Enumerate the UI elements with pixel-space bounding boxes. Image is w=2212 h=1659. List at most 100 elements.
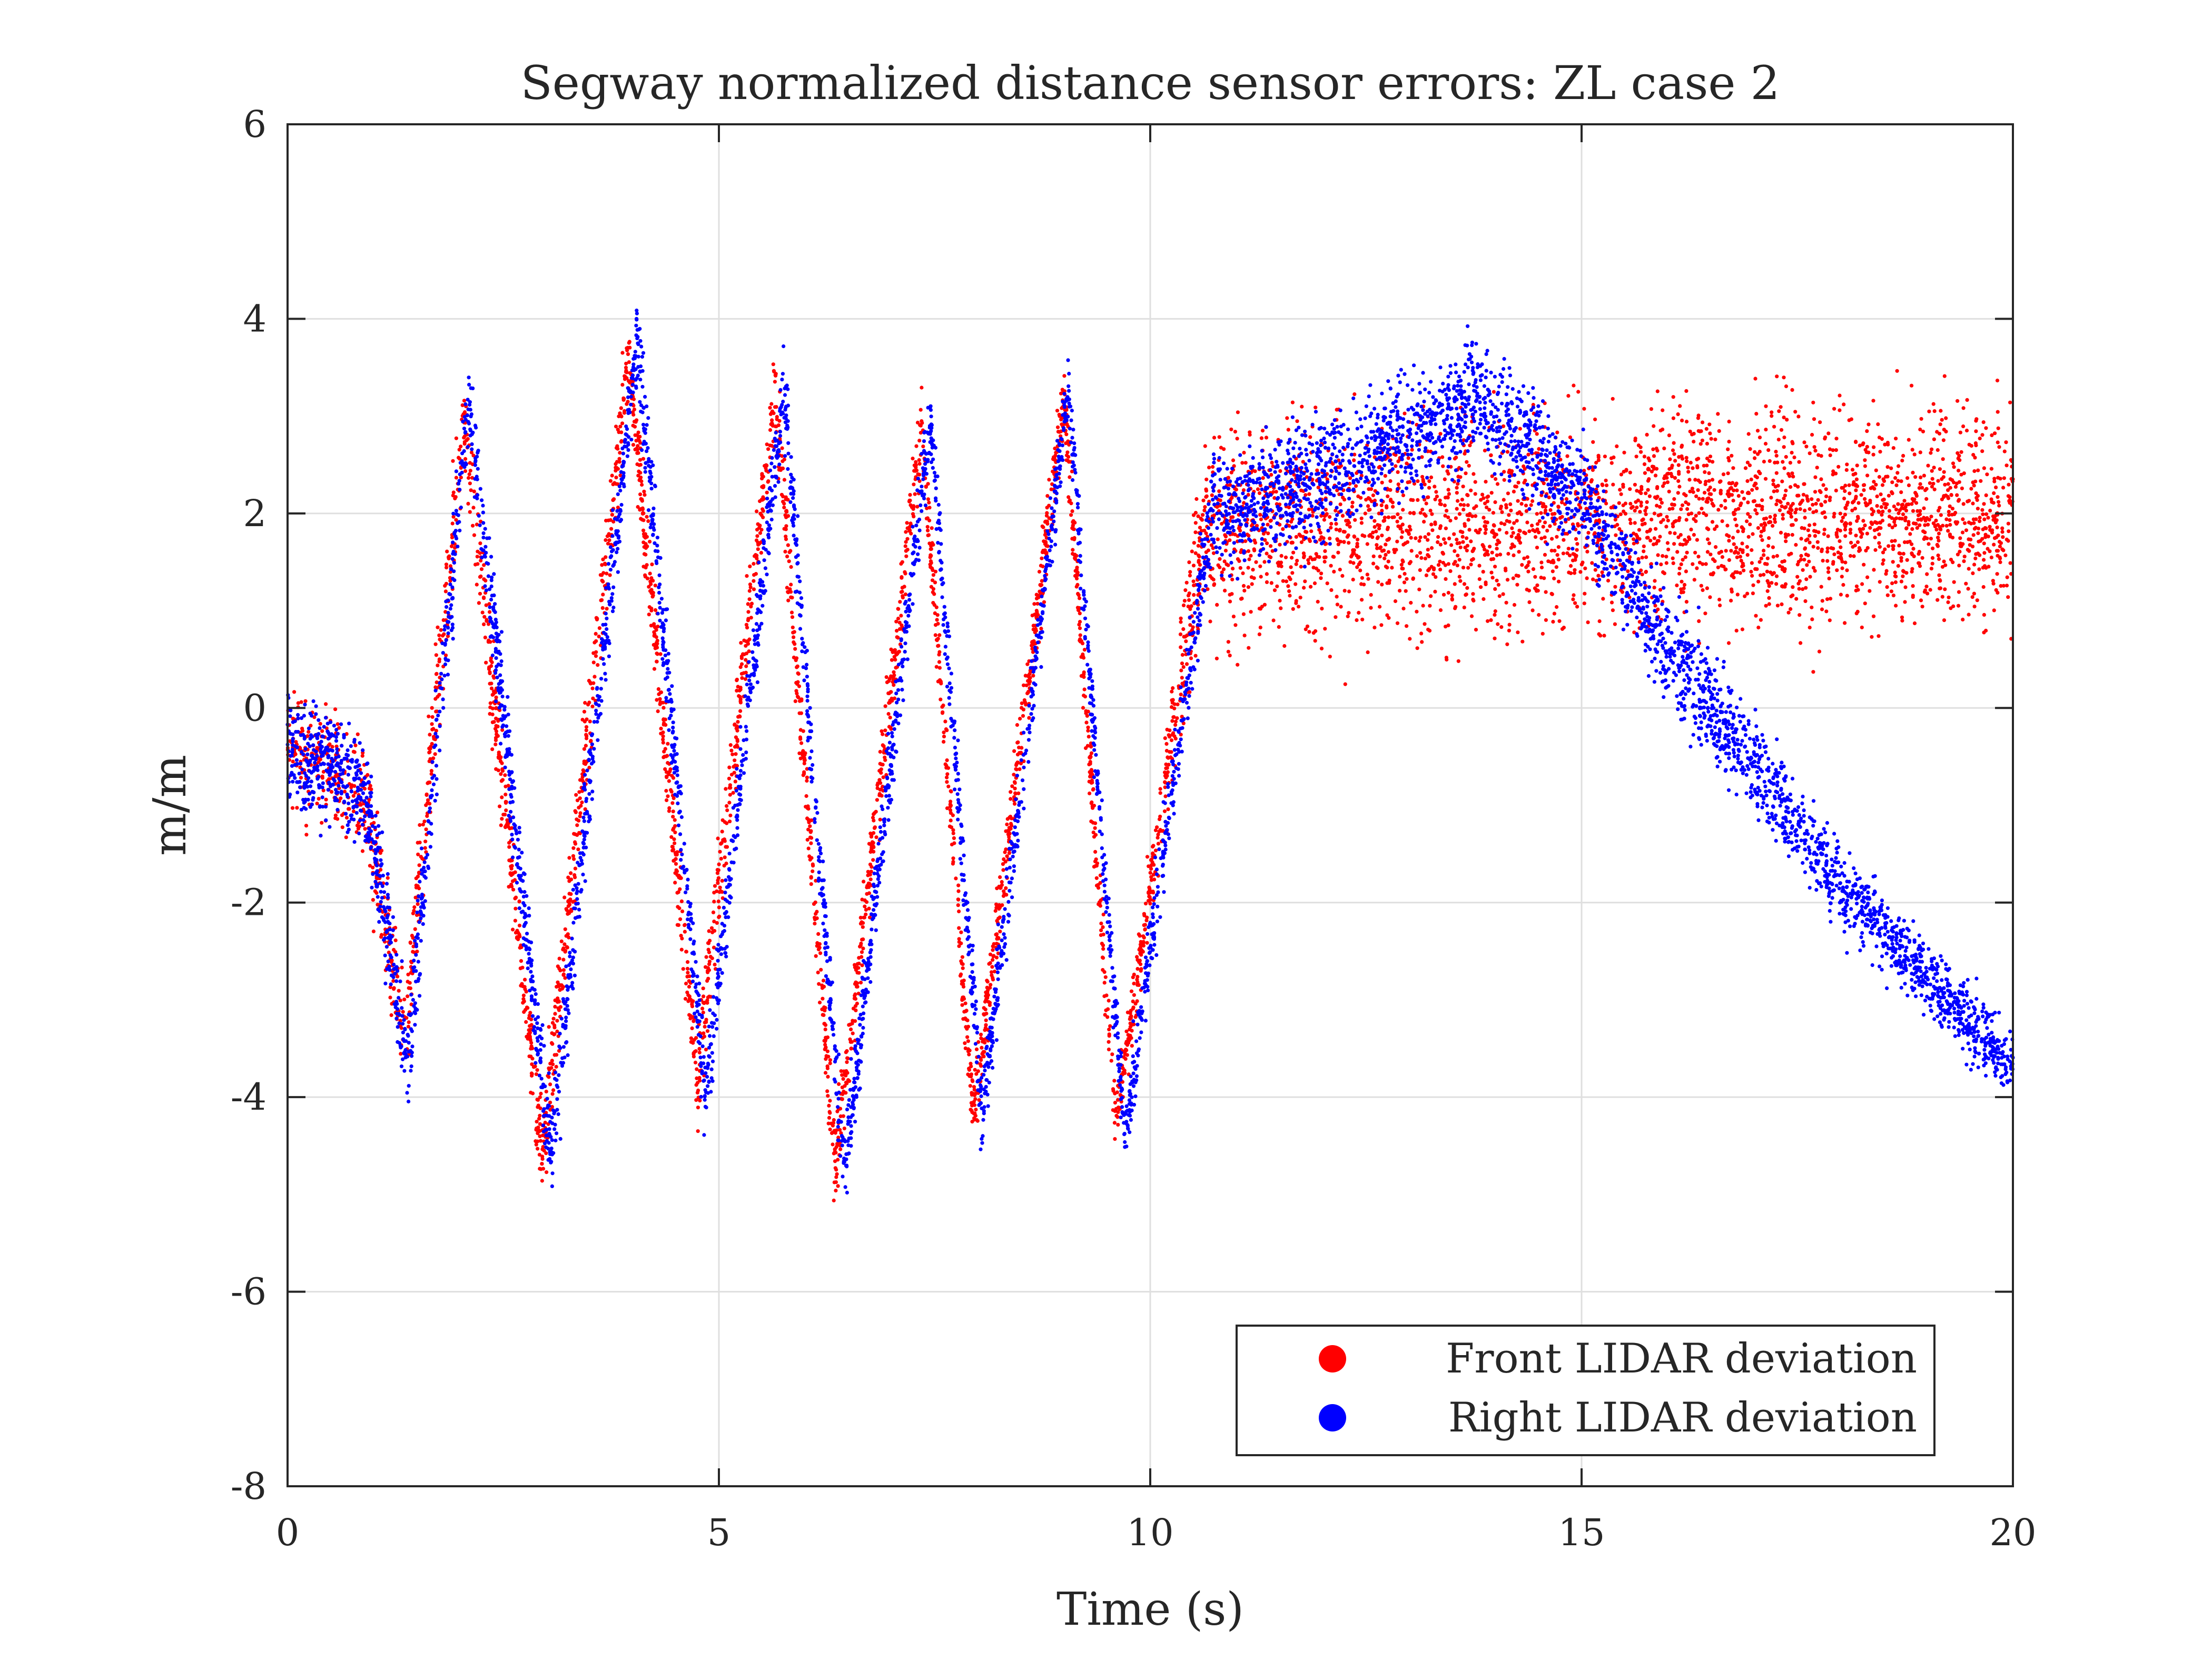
scatter-point: [781, 459, 785, 463]
scatter-point: [303, 699, 308, 703]
scatter-point: [1671, 448, 1675, 452]
scatter-point: [451, 490, 456, 495]
scatter-point: [1180, 653, 1184, 657]
scatter-point: [1614, 533, 1618, 537]
scatter-point: [1826, 534, 1830, 538]
scatter-point: [1913, 491, 1918, 495]
scatter-point: [747, 649, 751, 654]
scatter-point: [1940, 565, 1945, 569]
scatter-point: [1995, 572, 1999, 576]
scatter-point: [344, 816, 349, 820]
scatter-point: [1972, 469, 1977, 473]
scatter-point: [1311, 566, 1316, 570]
scatter-point: [2007, 499, 2011, 503]
scatter-point: [1652, 424, 1656, 428]
scatter-point: [1215, 603, 1219, 607]
scatter-point: [1877, 436, 1882, 440]
scatter-point: [1512, 603, 1517, 607]
scatter-point: [1098, 901, 1102, 905]
scatter-point: [1555, 430, 1559, 434]
scatter-point: [1924, 585, 1929, 589]
scatter-point: [1482, 516, 1486, 520]
scatter-point: [353, 743, 358, 747]
scatter-point: [1483, 547, 1487, 551]
scatter-point: [1789, 515, 1793, 519]
scatter-point: [1346, 614, 1350, 618]
scatter-point: [1805, 497, 1810, 501]
scatter-point: [1894, 507, 1899, 512]
scatter-point: [1731, 466, 1735, 470]
scatter-point: [671, 809, 675, 814]
scatter-point: [1612, 455, 1616, 460]
scatter-point: [1453, 549, 1457, 553]
scatter-point: [1927, 542, 1931, 546]
scatter-point: [655, 698, 659, 702]
scatter-point: [1894, 604, 1898, 608]
scatter-point: [635, 451, 639, 455]
scatter-point: [1423, 535, 1427, 539]
scatter-point: [1586, 531, 1591, 535]
scatter-point: [779, 492, 784, 497]
scatter-point: [1575, 548, 1579, 552]
scatter-point: [666, 794, 670, 798]
scatter-point: [1484, 580, 1488, 585]
scatter-point: [653, 608, 658, 612]
scatter-point: [299, 776, 303, 780]
scatter-point: [443, 584, 447, 588]
scatter-point: [1732, 542, 1736, 546]
scatter-point: [1483, 448, 1487, 453]
scatter-point: [1817, 649, 1822, 654]
scatter-point: [1444, 577, 1448, 581]
scatter-point: [1922, 473, 1926, 478]
scatter-point: [1746, 500, 1750, 505]
scatter-point: [2000, 526, 2004, 530]
scatter-point: [1935, 544, 1940, 548]
scatter-point: [1773, 520, 1777, 524]
scatter-point: [640, 499, 644, 503]
scatter-point: [1694, 514, 1698, 518]
scatter-point: [1944, 416, 1948, 420]
scatter-point: [1621, 503, 1625, 508]
scatter-point: [618, 424, 623, 429]
scatter-point: [1840, 559, 1844, 564]
scatter-point: [591, 651, 596, 655]
scatter-point: [1861, 527, 1865, 531]
scatter-point: [1582, 407, 1586, 411]
scatter-point: [1786, 532, 1791, 537]
scatter-point: [1961, 502, 1966, 506]
scatter-point: [1924, 497, 1929, 501]
scatter-point: [1981, 420, 1986, 424]
scatter-point: [1652, 511, 1656, 516]
scatter-point: [619, 414, 624, 419]
scatter-point: [1251, 568, 1255, 572]
scatter-point: [836, 1184, 840, 1188]
scatter-point: [864, 912, 868, 916]
scatter-point: [1736, 529, 1740, 534]
scatter-point: [1910, 542, 1914, 546]
scatter-point: [1788, 461, 1792, 465]
scatter-point: [740, 676, 744, 680]
scatter-point: [1900, 618, 1904, 623]
scatter-point: [1764, 404, 1768, 408]
scatter-point: [1705, 526, 1709, 530]
scatter-point: [755, 534, 759, 538]
scatter-point: [1642, 462, 1647, 467]
scatter-point: [820, 983, 824, 987]
scatter-point: [1984, 493, 1988, 498]
scatter-point: [1517, 550, 1521, 554]
scatter-point: [1479, 585, 1483, 589]
scatter-point: [1704, 562, 1708, 566]
scatter-point: [1944, 524, 1949, 528]
scatter-point: [1800, 526, 1804, 530]
scatter-point: [1543, 535, 1547, 539]
scatter-point: [1995, 378, 2000, 383]
scatter-point: [840, 1097, 844, 1101]
scatter-point: [1535, 546, 1539, 550]
scatter-point: [1556, 557, 1561, 561]
scatter-point: [1654, 467, 1659, 471]
scatter-point: [1502, 424, 1506, 428]
scatter-point: [584, 725, 589, 729]
scatter-point: [2007, 529, 2011, 534]
scatter-point: [1640, 572, 1644, 577]
scatter-point: [1878, 520, 1882, 525]
